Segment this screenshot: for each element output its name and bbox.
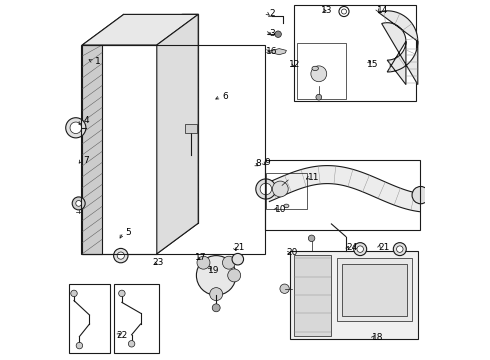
Circle shape — [393, 243, 406, 256]
Text: 3: 3 — [269, 29, 275, 38]
Ellipse shape — [312, 66, 318, 71]
Text: 14: 14 — [377, 6, 388, 15]
Text: 5: 5 — [125, 228, 131, 237]
Polygon shape — [269, 49, 286, 55]
Ellipse shape — [284, 204, 289, 208]
Circle shape — [71, 290, 77, 297]
Bar — [69, 284, 110, 353]
Circle shape — [70, 122, 81, 134]
Bar — [185, 124, 197, 133]
Circle shape — [114, 248, 128, 263]
Bar — [342, 264, 407, 316]
Text: 16: 16 — [266, 47, 278, 56]
Circle shape — [260, 183, 271, 195]
Circle shape — [128, 341, 135, 347]
Text: 22: 22 — [116, 331, 127, 340]
Text: 20: 20 — [287, 248, 298, 257]
Circle shape — [311, 66, 327, 82]
Circle shape — [76, 342, 83, 349]
Circle shape — [117, 252, 124, 259]
Circle shape — [256, 179, 276, 199]
Bar — [82, 45, 157, 254]
Circle shape — [196, 256, 236, 295]
Text: 4: 4 — [83, 116, 89, 125]
Text: 13: 13 — [321, 6, 333, 15]
Bar — [182, 14, 198, 223]
Circle shape — [308, 235, 315, 242]
Bar — [81, 45, 265, 254]
Circle shape — [66, 118, 86, 138]
Bar — [297, 43, 346, 99]
Text: 21: 21 — [234, 243, 245, 252]
Circle shape — [210, 288, 222, 301]
Text: 8: 8 — [256, 159, 262, 168]
Circle shape — [228, 269, 241, 282]
Circle shape — [212, 304, 220, 312]
Text: 9: 9 — [265, 158, 270, 166]
Text: 15: 15 — [367, 60, 378, 69]
Circle shape — [412, 186, 429, 204]
Text: 1: 1 — [95, 57, 100, 66]
Text: 6: 6 — [222, 92, 228, 101]
Circle shape — [222, 256, 235, 269]
Text: 10: 10 — [274, 205, 286, 214]
Circle shape — [275, 31, 281, 37]
Bar — [82, 45, 102, 254]
Text: 12: 12 — [289, 60, 300, 69]
Circle shape — [316, 94, 321, 100]
Polygon shape — [378, 11, 418, 85]
Circle shape — [232, 253, 244, 265]
Text: 11: 11 — [308, 173, 320, 182]
Circle shape — [197, 256, 210, 269]
Polygon shape — [157, 14, 198, 254]
Text: 2: 2 — [269, 9, 275, 18]
Circle shape — [280, 284, 289, 293]
Circle shape — [357, 246, 364, 252]
Text: 24: 24 — [346, 243, 358, 252]
Text: 7: 7 — [83, 156, 89, 165]
Circle shape — [119, 290, 125, 297]
Text: 21: 21 — [378, 243, 390, 252]
Circle shape — [396, 246, 403, 252]
Polygon shape — [262, 166, 422, 212]
Text: 23: 23 — [152, 258, 164, 267]
Text: 18: 18 — [372, 333, 383, 342]
Circle shape — [76, 201, 81, 206]
Circle shape — [354, 243, 367, 256]
Bar — [290, 251, 418, 339]
Bar — [265, 160, 419, 230]
Bar — [294, 255, 331, 336]
Bar — [294, 5, 416, 101]
Bar — [266, 173, 307, 209]
Text: 17: 17 — [196, 253, 207, 262]
Bar — [123, 14, 198, 223]
Bar — [114, 284, 159, 353]
Circle shape — [272, 181, 288, 197]
Bar — [337, 258, 413, 321]
Text: 19: 19 — [208, 266, 219, 275]
Circle shape — [72, 197, 85, 210]
Polygon shape — [82, 14, 198, 45]
